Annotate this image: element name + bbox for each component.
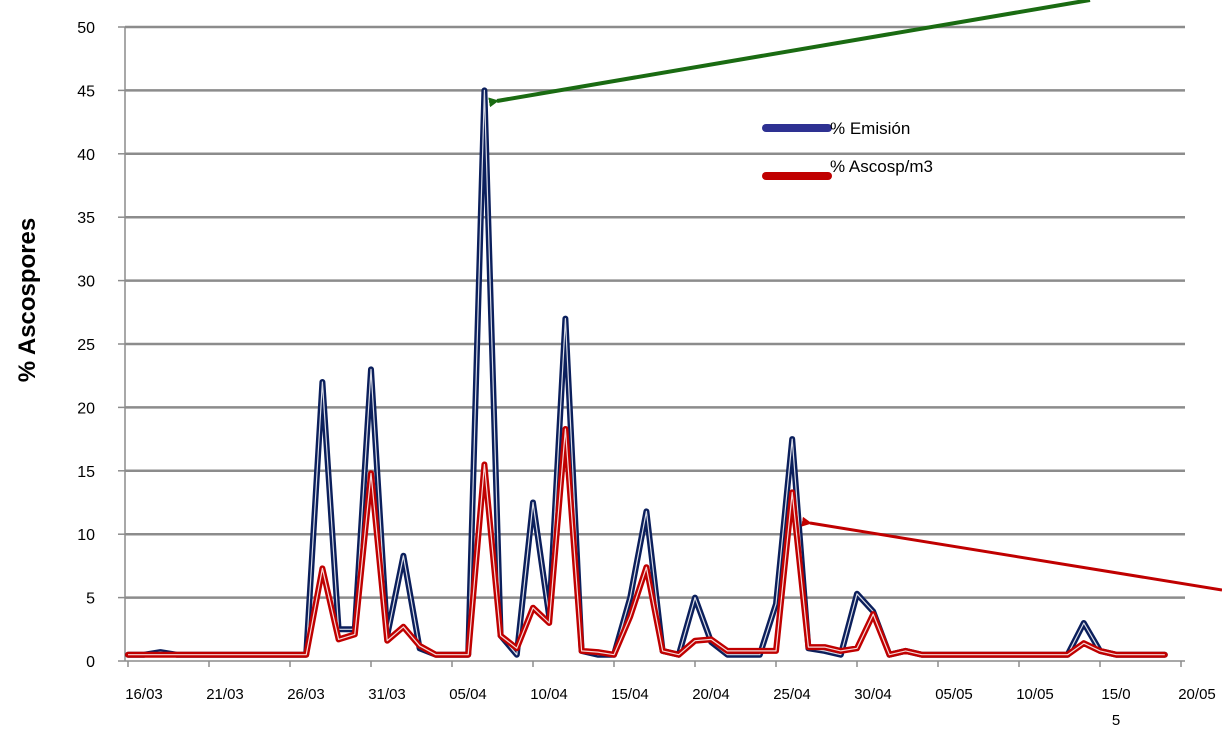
x-tick-label: 05/04	[449, 686, 487, 703]
y-tick-label: 35	[77, 210, 95, 227]
y-tick-label: 50	[77, 20, 95, 37]
x-tick-label: 25/04	[773, 686, 811, 703]
legend-label-ascosp: % Ascosp/m3	[830, 157, 933, 176]
x-tick-label: 10/05	[1016, 686, 1054, 703]
series-line-1	[125, 426, 1168, 658]
y-tick-label: 15	[77, 464, 95, 481]
y-tick-label: 40	[77, 147, 95, 164]
annotation-arrow-green	[488, 0, 1091, 108]
series-line-highlight-1	[128, 428, 1165, 656]
y-tick-label: 30	[77, 274, 95, 291]
x-tick-label: 05/05	[935, 686, 973, 703]
y-tick-label: 10	[77, 527, 95, 544]
x-tick-label: 26/03	[287, 686, 325, 703]
y-tick-label: 25	[77, 337, 95, 354]
y-axis-title: % Ascospores	[14, 218, 41, 383]
x-tick-label: 10/04	[530, 686, 568, 703]
y-tick-label: 5	[86, 591, 95, 608]
legend: % Emisión % Ascosp/m3	[762, 119, 933, 180]
x-tick-label: 31/03	[368, 686, 406, 703]
series-lines	[125, 87, 1168, 658]
x-tick-label: 21/03	[206, 686, 244, 703]
legend-label-emision: % Emisión	[830, 119, 910, 138]
y-axis-ticks: 0 5 10 15 20 25 30 35 40 45 50	[77, 20, 125, 671]
x-tick-label: 20/04	[692, 686, 730, 703]
x-tick-label: 16/03	[125, 686, 163, 703]
y-tick-label: 0	[86, 654, 95, 671]
x-tick-label: 30/04	[854, 686, 892, 703]
x-tick-label: 20/05	[1178, 686, 1216, 703]
y-tick-label: 20	[77, 400, 95, 417]
x-tick-label: 15/0 5	[1101, 686, 1130, 729]
y-tick-label: 45	[77, 83, 95, 100]
x-tick-label: 15/04	[611, 686, 649, 703]
x-axis-ticks: 16/03 21/03 26/03 31/03 05/04 10/04 15/04 20/04…	[125, 661, 1216, 729]
annotation-arrow-red	[801, 516, 1222, 592]
gridlines	[125, 25, 1185, 599]
